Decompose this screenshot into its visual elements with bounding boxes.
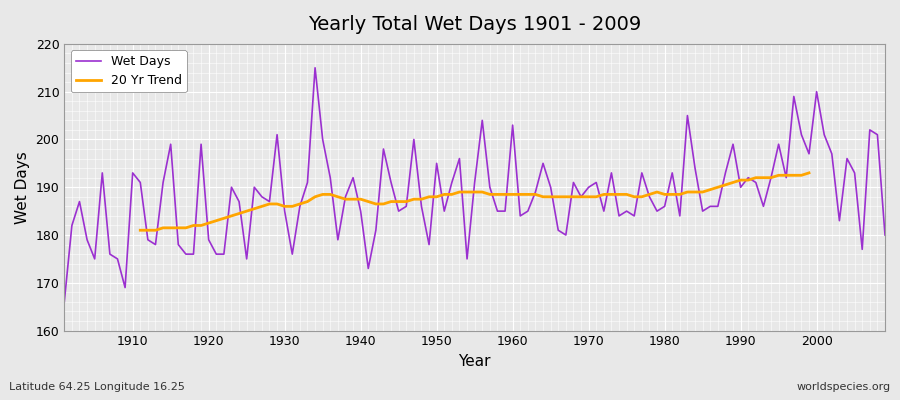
- Wet Days: [508, 123, 518, 128]
- X-axis label: Year: Year: [458, 354, 491, 369]
- Y-axis label: Wet Days: Wet Days: [15, 151, 30, 224]
- 20 Yr Trend: [203, 221, 214, 226]
- Wet Days: [58, 300, 69, 304]
- Wet Days: [120, 285, 130, 290]
- Wet Days: [515, 214, 526, 218]
- Wet Days: [606, 170, 616, 175]
- 20 Yr Trend: [219, 216, 230, 221]
- 20 Yr Trend: [135, 228, 146, 233]
- 20 Yr Trend: [477, 190, 488, 194]
- 20 Yr Trend: [393, 199, 404, 204]
- 20 Yr Trend: [804, 170, 814, 175]
- Title: Yearly Total Wet Days 1901 - 2009: Yearly Total Wet Days 1901 - 2009: [308, 15, 642, 34]
- 20 Yr Trend: [727, 180, 738, 185]
- Text: worldspecies.org: worldspecies.org: [796, 382, 891, 392]
- Wet Days: [287, 252, 298, 256]
- 20 Yr Trend: [272, 202, 283, 206]
- Legend: Wet Days, 20 Yr Trend: Wet Days, 20 Yr Trend: [70, 50, 186, 92]
- Line: Wet Days: Wet Days: [64, 68, 885, 302]
- Wet Days: [310, 65, 320, 70]
- Wet Days: [340, 194, 351, 199]
- Text: Latitude 64.25 Longitude 16.25: Latitude 64.25 Longitude 16.25: [9, 382, 184, 392]
- Wet Days: [879, 233, 890, 238]
- Line: 20 Yr Trend: 20 Yr Trend: [140, 173, 809, 230]
